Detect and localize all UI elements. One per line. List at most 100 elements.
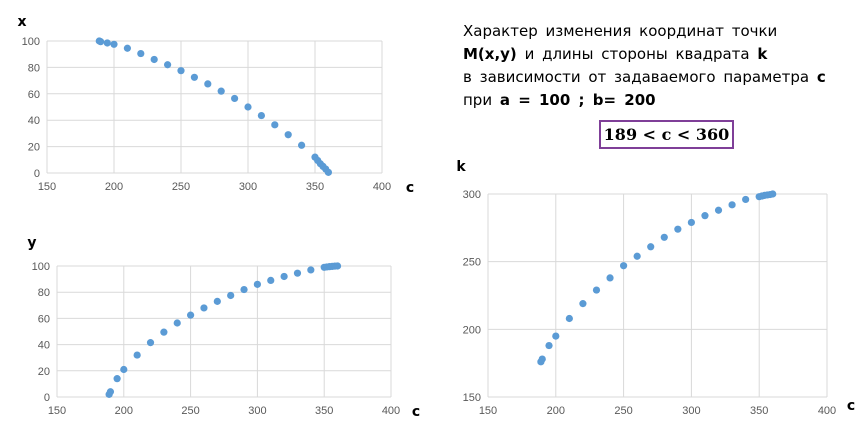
k-chart: 150 200 250 300 150 200 250 300 350 400 k c <box>456 159 855 417</box>
y-chart-data-point <box>113 375 121 383</box>
x-chart-x-tick-label: 350 <box>306 181 324 193</box>
y-chart-data-point <box>333 262 342 270</box>
y-chart-data-point <box>160 328 168 336</box>
caption-line-3-text: в зависимости от задаваемого параметра <box>463 68 817 86</box>
k-chart-data-point <box>633 252 641 260</box>
x-chart-data-point <box>97 38 105 46</box>
y-chart-data-point <box>253 280 261 288</box>
x-chart-data-point <box>271 121 279 129</box>
y-chart-x-tick-label: 300 <box>248 405 266 417</box>
x-chart-data-point <box>137 49 145 58</box>
x-chart-data-point <box>123 44 131 52</box>
k-chart-data-point <box>742 195 750 204</box>
x-chart-y-tick-label: 20 <box>28 142 40 154</box>
x-chart-y-axis-label: x <box>17 14 26 30</box>
y-chart-x-axis-label: c <box>412 404 420 420</box>
x-chart-y-tick-label: 100 <box>22 36 40 48</box>
k-chart-data-point <box>579 300 587 308</box>
x-chart-data-point <box>190 73 198 81</box>
k-chart-data-point <box>687 218 696 227</box>
y-chart-data-point <box>200 304 208 312</box>
x-chart-data-point <box>244 103 252 111</box>
k-chart-data-point <box>769 190 777 198</box>
k-chart-data-point <box>620 262 628 270</box>
caption-point-label: M(x,y) <box>463 45 517 63</box>
caption-line-4: при a = 100 ; b= 200 <box>463 89 858 112</box>
y-chart-y-tick-label: 20 <box>38 366 50 378</box>
caption-c-label: c <box>816 68 826 86</box>
k-chart-x-tick-label: 150 <box>479 405 497 417</box>
x-chart-data-point <box>204 80 212 88</box>
y-chart-x-tick-label: 150 <box>48 405 66 417</box>
x-chart-y-tick-label: 60 <box>28 89 40 101</box>
x-chart-y-tick-label: 0 <box>34 168 40 180</box>
caption-line-1: Характер изменения координат точки <box>463 20 858 43</box>
y-chart-x-tick-label: 350 <box>315 405 333 417</box>
k-chart-data-point <box>647 243 655 251</box>
x-chart-x-axis-label: c <box>406 180 414 196</box>
caption-params: a = 100 ; b= 200 <box>499 91 656 109</box>
k-chart-y-axis-label: k <box>456 159 466 175</box>
x-chart-data-point <box>110 40 118 48</box>
k-chart-data-point <box>538 355 546 363</box>
x-chart-x-tick-label: 300 <box>239 181 257 193</box>
caption-line-2-text: и длины стороны квадрата <box>516 45 758 63</box>
y-chart-data-point <box>173 319 181 327</box>
k-chart-x-tick-label: 300 <box>682 405 700 417</box>
x-chart-data-point <box>298 141 306 149</box>
x-chart-data-point <box>150 55 158 64</box>
caption-line-4-text: при <box>463 91 500 109</box>
y-chart-x-tick-label: 200 <box>115 405 133 417</box>
caption-line-3: в зависимости от задаваемого параметра c <box>463 66 858 89</box>
k-chart-y-tick-label: 200 <box>463 324 481 336</box>
y-chart-data-point <box>120 365 128 374</box>
x-chart-data-point <box>324 168 332 176</box>
k-chart-data-point <box>701 212 709 220</box>
k-chart-y-tick-label: 250 <box>463 257 481 269</box>
x-chart-data-point <box>257 111 265 120</box>
y-chart-data-point <box>280 272 288 281</box>
k-chart-data-point <box>565 314 573 323</box>
k-chart-data-point <box>660 233 668 241</box>
x-chart-data-point <box>231 94 239 103</box>
range-box: 189 < c < 360 <box>599 120 734 149</box>
y-chart-y-tick-label: 80 <box>38 287 50 299</box>
y-chart-x-tick-label: 400 <box>382 405 400 417</box>
caption-line-1-text: Характер изменения координат точки <box>463 22 778 40</box>
y-chart-data-point <box>213 297 221 305</box>
y-chart-y-tick-label: 100 <box>32 261 50 273</box>
k-chart-x-tick-label: 200 <box>547 405 565 417</box>
caption-line-2: M(x,y) и длины стороны квадрата k <box>463 43 858 66</box>
x-chart: 0 20 40 60 80 100 150 200 250 300 350 400 x c <box>17 14 414 196</box>
x-chart-data-point <box>164 61 172 69</box>
y-chart-y-tick-label: 0 <box>44 392 50 404</box>
y-chart-y-tick-label: 40 <box>38 340 50 352</box>
k-chart-y-tick-label: 150 <box>463 392 481 404</box>
y-chart-data-point <box>227 291 235 300</box>
range-label: 189 < c < 360 <box>603 125 730 144</box>
y-chart-data-point <box>267 276 275 285</box>
x-chart-data-point <box>217 87 225 95</box>
k-chart-x-tick-label: 400 <box>818 405 836 417</box>
k-chart-data-point <box>728 201 736 209</box>
caption-k-label: k <box>757 45 768 63</box>
y-chart-data-point <box>106 388 115 396</box>
y-chart-y-tick-label: 60 <box>38 313 50 325</box>
x-chart-x-tick-label: 200 <box>105 181 123 193</box>
k-chart-data-point <box>552 332 560 340</box>
x-chart-data-point <box>103 39 111 47</box>
y-chart-y-axis-label: y <box>27 235 36 251</box>
k-chart-data-point <box>674 225 682 233</box>
k-chart-x-tick-label: 250 <box>614 405 632 417</box>
description-text: Характер изменения координат точки M(x,y… <box>463 20 858 112</box>
k-chart-data-point <box>606 274 614 282</box>
x-chart-data-point <box>177 67 185 75</box>
x-chart-data-point <box>284 131 292 139</box>
y-chart-data-point <box>133 351 141 359</box>
y-chart-data-point <box>187 311 195 319</box>
x-chart-x-tick-label: 400 <box>373 181 391 193</box>
y-chart-x-tick-label: 250 <box>181 405 199 417</box>
k-chart-data-point <box>545 341 553 350</box>
k-chart-data-point <box>714 206 723 214</box>
